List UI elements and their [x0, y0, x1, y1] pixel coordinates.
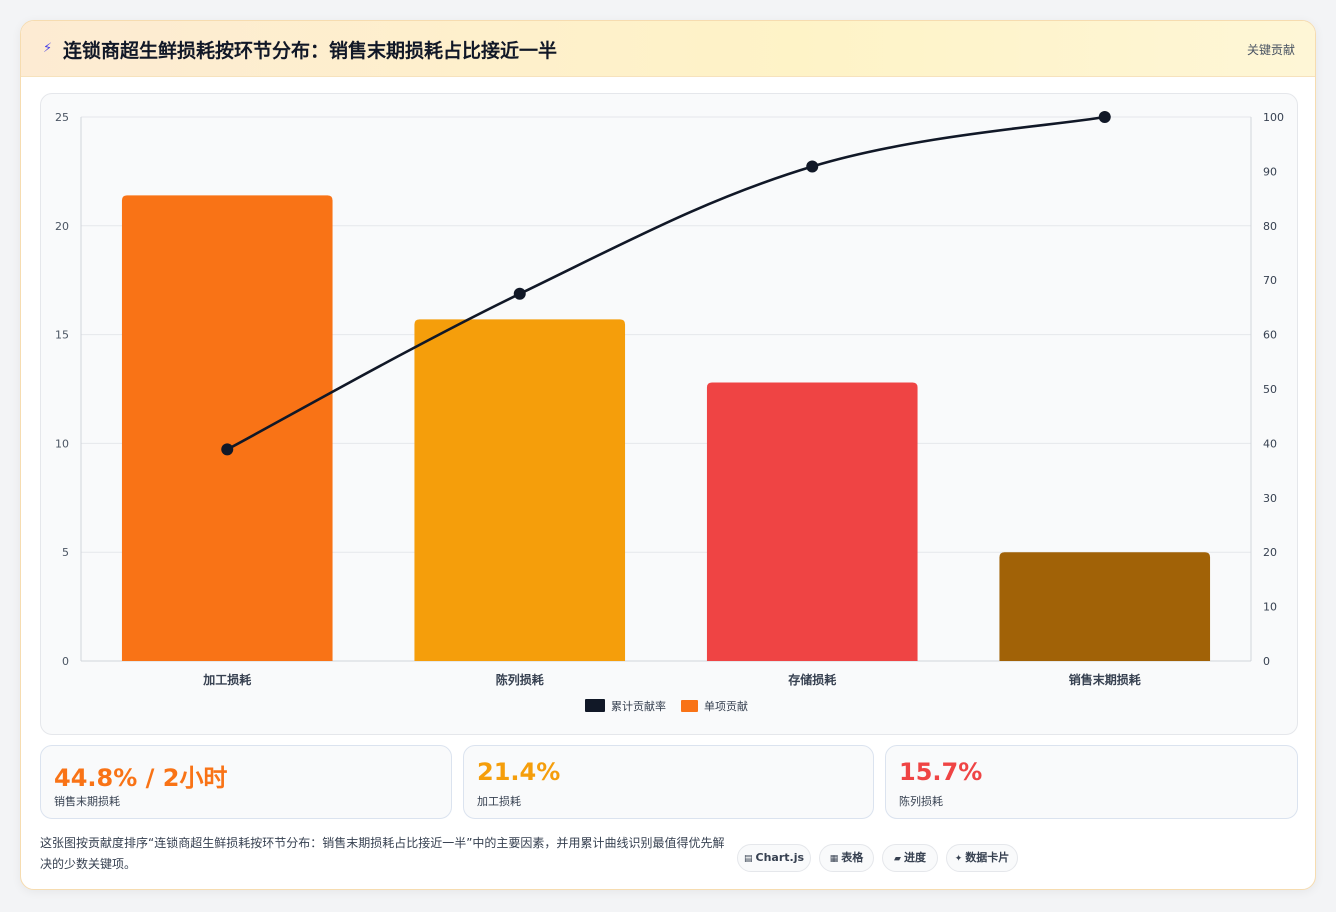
pill-label: Chart.js [755, 851, 805, 864]
data-card-icon: ✦ [954, 854, 963, 864]
legend-swatch-cumulative [585, 699, 605, 712]
cumulative-point-4 [1098, 111, 1111, 123]
pill-table[interactable]: ▦ 表格 [819, 844, 874, 872]
table-icon: ▦ [829, 854, 839, 864]
x-tick-label: 存储损耗 [787, 672, 836, 687]
stat-value: 21.4% [477, 758, 561, 786]
chart-icon: ▤ [743, 854, 753, 864]
y-right-tick-label: 50 [1263, 383, 1277, 396]
y-right-tick-label: 30 [1263, 492, 1277, 505]
bar-3 [706, 382, 918, 661]
y-right-tick-label: 0 [1263, 655, 1270, 668]
y-left-tick-label: 20 [55, 220, 69, 233]
y-left-tick-label: 0 [62, 655, 69, 668]
legend-swatch-individual [681, 700, 698, 712]
stat-label: 陈列损耗 [899, 795, 943, 808]
legend-label-cumulative: 累计贡献率 [611, 699, 666, 713]
pareto-chart-panel: 0 5 10 15 20 25 0 10 20 30 40 50 60 70 80 90 100 加工损耗 陈列损耗… [40, 93, 1298, 735]
y-right-tick-label: 80 [1263, 220, 1277, 233]
y-right-tick-label: 20 [1263, 546, 1277, 559]
lightning-icon: ⚡ [43, 41, 53, 56]
y-right-tick-label: 90 [1263, 165, 1277, 178]
report-card: ⚡ 连锁商超生鲜损耗按环节分布：销售末期损耗占比接近一半 关键贡献 0 5 10 15… [20, 20, 1316, 890]
pill-chartjs[interactable]: ▤ Chart.js [737, 844, 811, 872]
pareto-chart: 0 5 10 15 20 25 0 10 20 30 40 50 60 70 80 90 100 加工损耗 陈列损耗… [55, 111, 1284, 713]
stat-card-3: 15.7% 陈列损耗 [885, 745, 1298, 819]
x-tick-label: 加工损耗 [202, 672, 251, 687]
y-left-tick-label: 10 [55, 437, 69, 450]
stat-card-1: 44.8% / 2小时 销售末期损耗 [40, 745, 452, 819]
progress-icon: ▰ [894, 854, 901, 864]
x-tick-label: 销售末期损耗 [1069, 672, 1141, 687]
y-right-tick-label: 100 [1263, 111, 1284, 124]
y-right-tick-label: 10 [1263, 601, 1277, 614]
y-right-tick-label: 40 [1263, 437, 1277, 450]
y-right-tick-label: 60 [1263, 329, 1277, 342]
key-contribution-tag: 关键贡献 [1246, 43, 1295, 57]
pill-data-card[interactable]: ✦ 数据卡片 [946, 844, 1018, 872]
legend-label-individual: 单项贡献 [704, 699, 748, 713]
cumulative-point-2 [513, 287, 526, 300]
stat-card-2: 21.4% 加工损耗 [463, 745, 874, 819]
pill-label: 表格 [841, 851, 864, 864]
pill-label: 数据卡片 [965, 851, 1010, 864]
y-right-tick-label: 70 [1263, 274, 1277, 287]
stat-label: 加工损耗 [477, 795, 521, 808]
bar-2 [414, 319, 626, 661]
bar-4 [999, 552, 1211, 661]
pill-label: 进度 [903, 851, 926, 864]
bar-1 [121, 195, 333, 661]
pill-progress[interactable]: ▰ 进度 [882, 844, 938, 872]
y-left-tick-label: 25 [55, 111, 69, 124]
chart-description: 这张图按贡献度排序“连锁商超生鲜损耗按环节分布：销售末期损耗占比接近一半”中的主… [40, 836, 725, 871]
stat-label: 销售末期损耗 [54, 795, 120, 808]
cumulative-point-1 [221, 443, 234, 456]
stat-value: 15.7% [899, 758, 983, 786]
cumulative-point-3 [806, 160, 819, 173]
stat-value: 44.8% / 2小时 [54, 764, 228, 792]
y-left-tick-label: 5 [62, 546, 69, 559]
page-title: 连锁商超生鲜损耗按环节分布：销售末期损耗占比接近一半 [63, 40, 558, 62]
x-tick-label: 陈列损耗 [496, 672, 544, 687]
card-header: ⚡ 连锁商超生鲜损耗按环节分布：销售末期损耗占比接近一半 关键贡献 [21, 21, 1315, 77]
y-left-tick-label: 15 [55, 329, 69, 342]
cumulative-line [226, 115, 1105, 451]
